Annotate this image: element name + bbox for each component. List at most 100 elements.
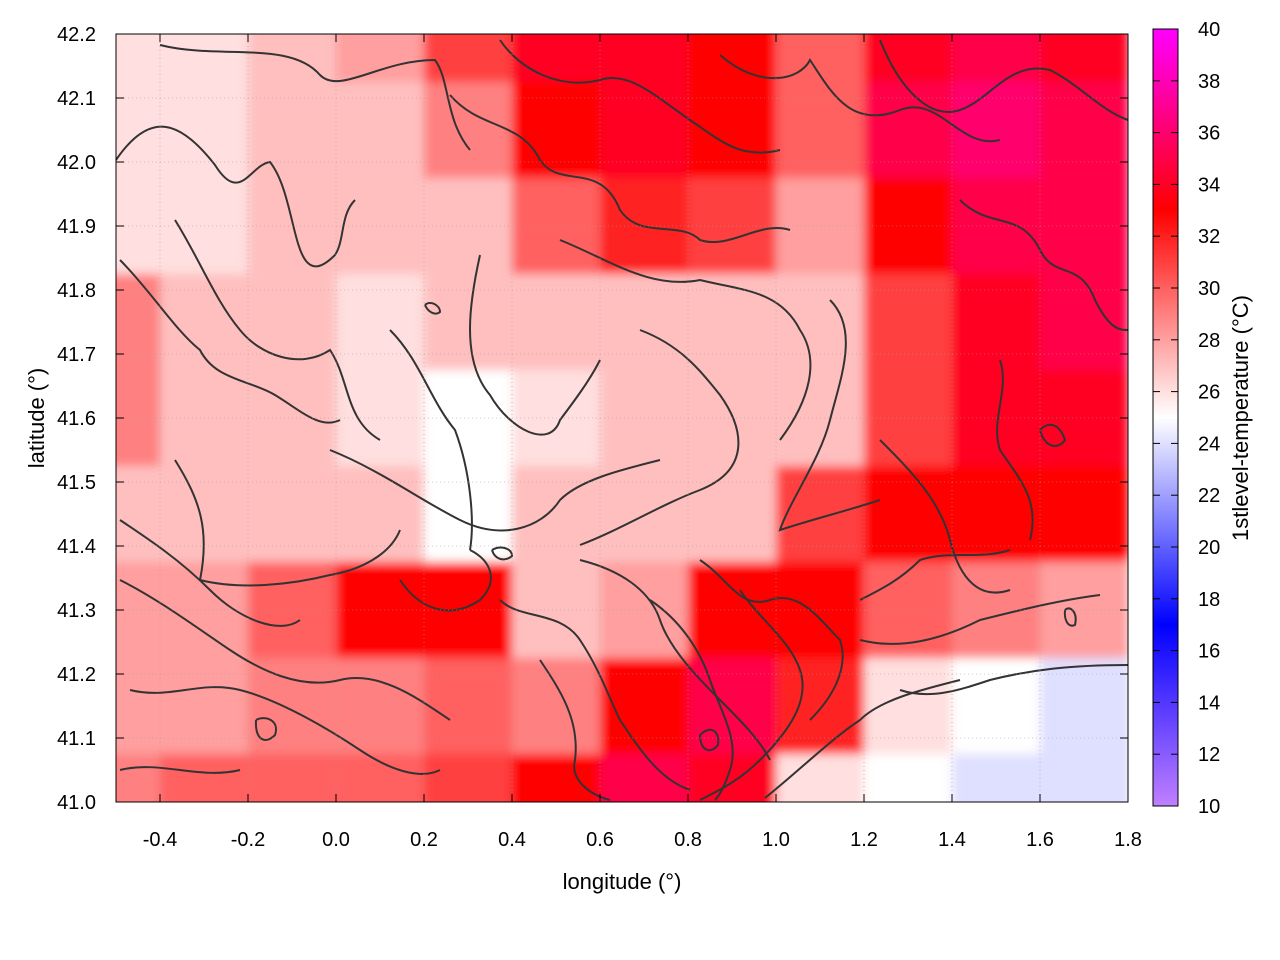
contour-line — [499, 39, 781, 154]
contour-line — [859, 549, 1011, 601]
contour-line — [329, 449, 661, 532]
heat-cell — [776, 466, 865, 563]
heat-cell — [864, 34, 953, 83]
contour-line — [254, 717, 277, 741]
y-tick-label: 41.6 — [57, 408, 96, 430]
colorbar-tick-label: 32 — [1198, 226, 1220, 248]
heat-cell — [336, 658, 425, 755]
y-tick-label: 41.0 — [57, 792, 96, 814]
x-tick-label: 1.4 — [938, 829, 966, 851]
x-axis: -0.4 -0.2 0.0 0.2 0.4 0.6 0.8 1.0 1.2 1.4 1.6 1.8 — [143, 34, 1142, 851]
colorbar-tick-label: 16 — [1198, 641, 1220, 663]
heat-cell — [424, 562, 513, 659]
heat-cell — [160, 34, 249, 83]
heat-cell — [424, 658, 513, 755]
heat-cell — [776, 562, 865, 659]
contour-line — [424, 302, 442, 315]
y-tick-label: 42.1 — [57, 88, 96, 110]
y-tick-label: 42.0 — [57, 152, 96, 174]
contour-line — [879, 439, 1011, 594]
heat-cell — [336, 370, 425, 467]
heat-cell — [1040, 34, 1128, 83]
colorbar-tick-label: 20 — [1198, 537, 1220, 559]
y-tick-label: 41.2 — [57, 664, 96, 686]
x-tick-label: 1.2 — [850, 829, 878, 851]
heat-cell — [600, 754, 689, 802]
colorbar-tick-label: 26 — [1198, 382, 1220, 404]
heat-cell — [160, 178, 249, 275]
heat-cell — [336, 82, 425, 179]
heat-cell — [688, 562, 777, 659]
contour-line — [859, 594, 1101, 645]
y-tick-label: 41.4 — [57, 536, 96, 558]
heat-cell — [512, 34, 601, 83]
colorbar-tick-label: 18 — [1198, 589, 1220, 611]
contour-line — [579, 329, 740, 546]
heat-cell — [512, 754, 601, 802]
heat-cell — [864, 562, 953, 659]
colorbar-tick-label: 36 — [1198, 123, 1220, 145]
heat-cell — [248, 82, 337, 179]
contour-line — [174, 219, 381, 441]
colorbar-tick-label: 28 — [1198, 330, 1220, 352]
contour-line — [449, 94, 791, 243]
contour-line — [389, 329, 473, 551]
colorbar-label: 1stlevel-temperature (°C) — [1228, 295, 1253, 541]
y-axis-label: latitude (°) — [24, 368, 49, 469]
heat-cell — [248, 562, 337, 659]
y-axis: 41.0 41.1 41.2 41.3 41.4 41.5 41.6 41.7 41.8 41.9… — [57, 24, 1128, 814]
heat-cell — [952, 178, 1041, 275]
contour-line — [879, 39, 1128, 121]
heat-cell — [1040, 466, 1128, 563]
contour-line — [159, 44, 471, 151]
heat-cell — [1040, 658, 1128, 755]
x-axis-label: longitude (°) — [563, 869, 682, 894]
heat-cell — [600, 370, 689, 467]
contour-line — [559, 239, 812, 441]
contour-line — [399, 549, 492, 612]
contour-line — [699, 559, 844, 721]
colorbar-tick-label: 24 — [1198, 433, 1220, 455]
heat-cell — [600, 34, 689, 83]
heat-cell — [1040, 370, 1128, 467]
y-tick-label: 41.1 — [57, 728, 96, 750]
heat-cell — [424, 34, 513, 83]
heat-cell — [116, 34, 161, 83]
colorbar-tick-label: 22 — [1198, 485, 1220, 507]
heat-cell — [952, 82, 1041, 179]
x-tick-label: 0.4 — [498, 829, 526, 851]
x-tick-label: -0.2 — [231, 829, 265, 851]
heat-cell — [512, 82, 601, 179]
heat-cell — [424, 274, 513, 371]
heat-cell — [688, 34, 777, 83]
contour-line — [119, 519, 301, 627]
colorbar-tick-label: 12 — [1198, 744, 1220, 766]
colorbar-tick-label: 38 — [1198, 71, 1220, 93]
heat-cell — [688, 82, 777, 179]
y-tick-label: 41.5 — [57, 472, 96, 494]
heat-cell — [688, 466, 777, 563]
heat-cell — [864, 82, 953, 179]
contour-line — [699, 728, 720, 752]
heat-cell — [864, 274, 953, 371]
heat-cell — [776, 82, 865, 179]
heat-cell — [600, 274, 689, 371]
colorbar-tick-label: 40 — [1198, 19, 1220, 41]
heat-cell — [336, 562, 425, 659]
heat-cell — [512, 658, 601, 755]
x-tick-label: -0.4 — [143, 829, 177, 851]
y-tick-label: 42.2 — [57, 24, 96, 46]
heat-cell — [1040, 178, 1128, 275]
heat-cell — [952, 34, 1041, 83]
heat-cell — [424, 82, 513, 179]
heat-cell — [512, 466, 601, 563]
heat-cell — [160, 82, 249, 179]
heat-cell — [248, 466, 337, 563]
contour-line — [499, 599, 691, 791]
contour-line — [1039, 423, 1067, 447]
contour-line — [1063, 607, 1077, 627]
contour-line — [119, 259, 341, 424]
heat-cell — [776, 754, 865, 802]
heat-cell — [248, 658, 337, 755]
